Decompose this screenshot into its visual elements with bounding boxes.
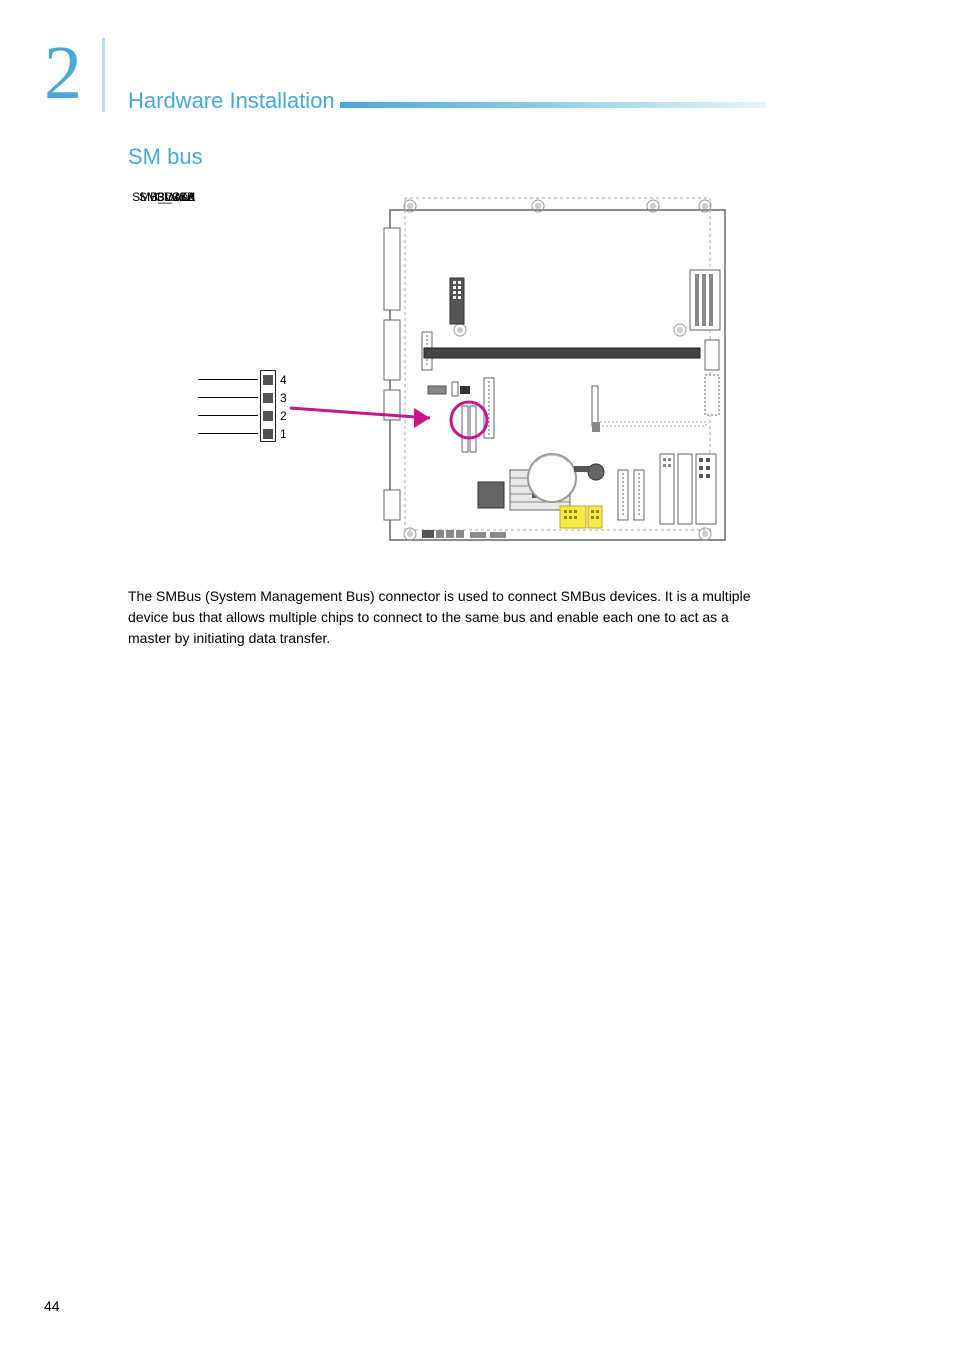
callout-arrow xyxy=(290,390,470,450)
pin-label-3v3sb: 3V3SB xyxy=(110,190,195,204)
pin-num-2: 2 xyxy=(280,409,287,423)
chapter-title: Hardware Installation xyxy=(128,88,335,114)
header-gradient-line xyxy=(340,102,766,108)
pin-square-filled xyxy=(263,429,273,439)
leader-line xyxy=(198,397,258,398)
pin-square xyxy=(263,393,273,403)
page-number: 44 xyxy=(44,1298,60,1314)
leader-line xyxy=(198,433,258,434)
pin-square xyxy=(263,411,273,421)
pin-connector-block xyxy=(260,370,276,442)
chapter-divider xyxy=(102,38,105,112)
figure-area: Ground SMB_CLK SMB_DATA 3V3SB 4 3 2 1 xyxy=(110,190,770,560)
chapter-number: 2 xyxy=(44,30,82,117)
leader-line xyxy=(198,379,258,380)
body-paragraph: The SMBus (System Management Bus) connec… xyxy=(128,586,768,649)
pin-num-3: 3 xyxy=(280,391,287,405)
pin-num-4: 4 xyxy=(280,373,287,387)
pin-square xyxy=(263,375,273,385)
section-title: SM bus xyxy=(128,144,203,170)
motherboard-diagram xyxy=(360,190,740,550)
pin-num-1: 1 xyxy=(280,427,287,441)
leader-line xyxy=(198,415,258,416)
